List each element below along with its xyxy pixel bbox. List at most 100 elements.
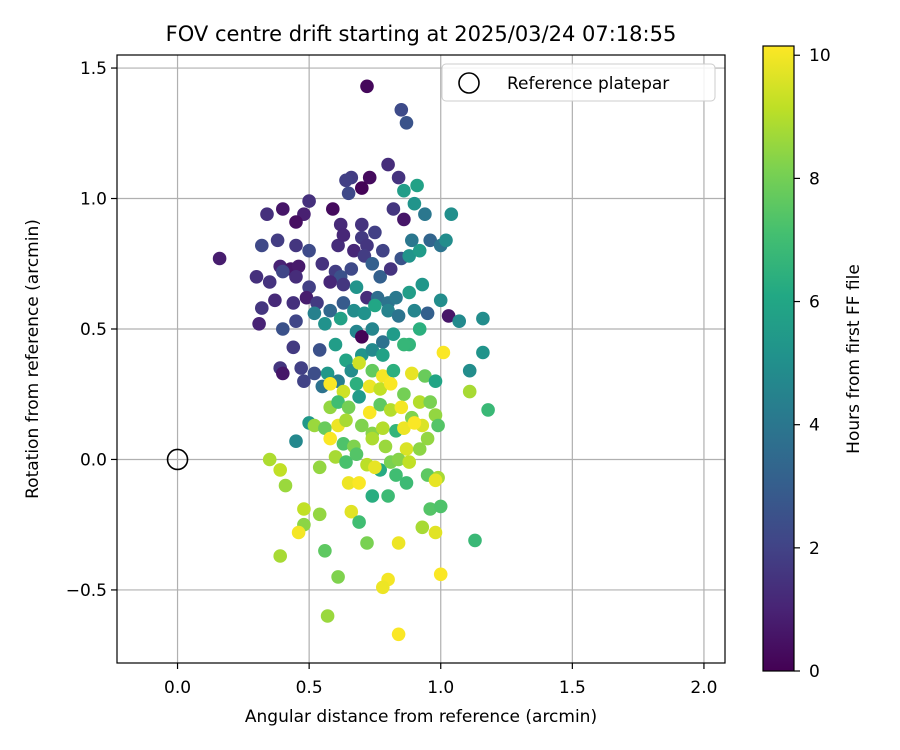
- data-point: [260, 207, 274, 221]
- data-point: [402, 249, 417, 263]
- data-point: [476, 345, 490, 360]
- data-point: [402, 455, 417, 469]
- data-point: [439, 233, 453, 248]
- data-point: [386, 202, 401, 216]
- data-point: [320, 609, 335, 623]
- x-tick-label: 2.0: [690, 678, 717, 698]
- data-point: [412, 322, 427, 336]
- data-point: [399, 116, 414, 130]
- x-tick-label: 1.0: [427, 678, 454, 698]
- data-point: [399, 476, 414, 490]
- data-point: [352, 515, 366, 529]
- data-point: [299, 290, 314, 305]
- data-point: [433, 567, 448, 582]
- colorbar-tick-label: 0: [809, 662, 820, 682]
- data-point: [394, 400, 409, 415]
- data-point: [412, 243, 427, 258]
- data-point: [349, 447, 364, 462]
- data-point: [428, 408, 443, 422]
- data-point: [397, 337, 411, 352]
- data-point: [423, 502, 438, 516]
- colorbar-ticks: 0 2 4 6 8 10: [794, 46, 831, 682]
- data-point: [365, 431, 380, 446]
- data-point: [286, 340, 301, 355]
- data-point: [423, 233, 438, 248]
- data-point: [302, 280, 316, 295]
- data-point: [289, 270, 303, 284]
- data-point: [397, 212, 411, 227]
- data-point: [407, 196, 422, 211]
- data-point: [389, 290, 403, 305]
- data-point: [270, 233, 285, 248]
- data-point: [383, 403, 398, 417]
- data-point: [262, 452, 277, 467]
- data-point: [297, 374, 311, 389]
- data-point: [291, 525, 306, 540]
- data-point: [362, 405, 377, 420]
- y-tick-label: 1.5: [80, 59, 107, 79]
- data-point: [423, 395, 438, 409]
- data-point: [362, 379, 377, 394]
- data-point: [289, 314, 303, 329]
- data-point: [391, 627, 406, 642]
- data-point: [289, 215, 303, 229]
- y-tick-label: 0.5: [80, 320, 107, 340]
- data-point: [381, 157, 395, 172]
- data-point: [278, 478, 293, 493]
- data-point: [323, 303, 338, 318]
- data-point: [352, 390, 366, 404]
- data-point: [320, 366, 335, 381]
- data-point: [444, 207, 459, 221]
- data-point: [323, 275, 338, 289]
- data-point: [336, 296, 351, 310]
- data-point: [452, 314, 467, 329]
- data-point: [249, 270, 264, 284]
- data-point: [252, 317, 266, 331]
- data-point: [405, 233, 419, 248]
- data-point: [441, 309, 456, 323]
- data-point: [415, 277, 430, 292]
- x-tick-label: 1.5: [559, 678, 586, 698]
- data-point: [462, 363, 477, 378]
- data-point: [399, 442, 414, 456]
- colorbar-label: Hours from first FF file: [844, 264, 864, 454]
- data-point: [276, 322, 290, 336]
- data-point: [436, 345, 451, 360]
- data-point: [318, 317, 332, 331]
- colorbar: 0 2 4 6 8 10 Hours from first FF file: [762, 45, 864, 682]
- data-point: [349, 377, 364, 391]
- data-point: [262, 275, 277, 289]
- data-point: [344, 504, 359, 519]
- data-point: [360, 536, 374, 550]
- data-point: [318, 421, 332, 436]
- data-point: [276, 264, 290, 279]
- colorbar-gradient: [762, 45, 795, 672]
- data-point: [289, 238, 303, 253]
- chart-title: FOV centre drift starting at 2025/03/24 …: [166, 22, 677, 46]
- data-point: [355, 330, 369, 344]
- x-tick-label: 0.5: [296, 678, 323, 698]
- data-point: [289, 434, 303, 449]
- data-point: [476, 311, 490, 326]
- data-point: [373, 270, 388, 284]
- data-point: [373, 382, 388, 396]
- data-point: [344, 262, 359, 276]
- data-point: [323, 431, 338, 446]
- data-point: [352, 476, 366, 490]
- data-point: [297, 502, 311, 516]
- y-axis-label: Rotation from reference (arcmin): [23, 219, 43, 499]
- data-point: [368, 460, 382, 475]
- x-tick-label: 0.0: [164, 678, 191, 698]
- data-point: [376, 335, 390, 349]
- data-point: [333, 311, 348, 326]
- colorbar-tick-label: 10: [809, 46, 831, 66]
- data-point: [360, 238, 374, 253]
- data-point: [347, 243, 361, 258]
- data-point: [212, 251, 227, 266]
- data-point: [391, 170, 406, 185]
- data-point: [381, 303, 395, 318]
- data-point: [328, 337, 343, 352]
- data-point: [412, 442, 427, 456]
- data-point: [302, 194, 316, 208]
